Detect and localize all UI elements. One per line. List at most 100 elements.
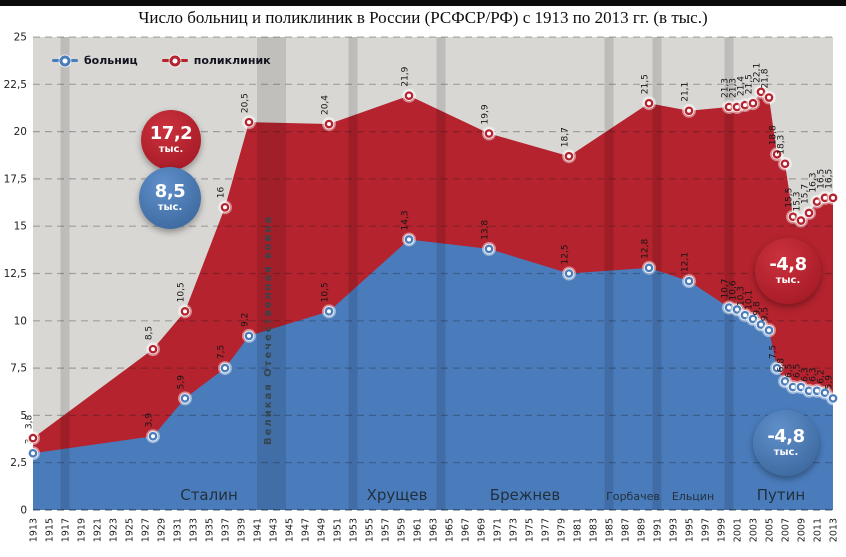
legend-label: больниц [84,54,138,67]
legend-item-polyclinics: поликлиник [161,54,271,67]
x-tick-label: 2009 [797,518,808,542]
point-label: 10,5 [177,282,187,302]
x-tick-label: 1969 [477,518,488,542]
data-point-center [487,131,491,136]
point-label: 6,3 [809,367,819,381]
callout-value: -4,8 [767,426,805,447]
point-label: 3,9 [145,413,155,428]
data-point-center [775,152,779,157]
x-tick-label: 1939 [237,518,248,542]
x-tick-label: 1999 [717,518,728,542]
legend-dot-icon [59,55,71,66]
x-tick-label: 2007 [781,518,792,542]
data-point-center [807,210,811,215]
point-label: 3,8 [25,415,35,430]
point-label: 21,9 [401,66,411,86]
data-point-center [759,89,763,94]
data-point-center [799,218,803,223]
x-tick-label: 2013 [829,518,840,542]
point-label: 10,6 [729,280,739,300]
point-label: 21,4 [737,76,747,96]
legend: больниц поликлиник [52,54,271,67]
point-label: 16 [217,187,227,199]
callout-value: -4,8 [769,254,807,275]
point-label: 15,5 [785,188,795,208]
data-point-center [823,390,827,395]
callout-unit: тыс. [157,202,183,213]
data-point-center [183,309,187,314]
era-label: Сталин [180,486,238,504]
x-tick-label: 1991 [653,518,664,542]
x-tick-label: 1977 [541,518,552,542]
x-tick-label: 1917 [61,518,72,542]
callout-unit: тыс. [158,144,184,155]
top-border-bar [0,0,846,6]
point-label: 6,3 [801,367,811,381]
data-point-center [487,246,491,251]
x-tick-label: 1957 [381,518,392,542]
x-tick-label: 1933 [189,518,200,542]
data-point-center [647,265,651,270]
data-point-center [247,333,251,338]
era-label: Ельцин [672,490,714,503]
point-label: 10,7 [721,279,731,299]
x-tick-label: 2005 [765,518,776,542]
data-point-center [407,93,411,98]
point-label: 9,5 [761,307,771,321]
era-label: Горбачев [606,490,660,503]
point-label: 19,9 [481,104,491,124]
point-label: 6,8 [777,358,787,373]
x-tick-label: 1955 [365,518,376,542]
y-tick-label: 22,5 [4,79,27,91]
data-point-center [407,237,411,242]
data-point-center [767,328,771,333]
data-point-center [223,205,227,210]
x-tick-label: 1979 [557,518,568,542]
y-tick-label: 25 [14,32,27,44]
legend-dot-icon [169,55,181,66]
x-tick-label: 2001 [733,518,744,542]
y-tick-label: 0 [20,505,27,517]
x-tick-label: 2011 [813,518,824,542]
data-point-center [799,385,803,390]
x-tick-label: 1981 [573,518,584,542]
data-point-center [151,347,155,352]
callout-circle-red: -4,8 тыс. [755,238,821,304]
point-label: 14,3 [401,210,411,230]
x-tick-label: 1913 [29,518,40,542]
point-label: 6,2 [817,369,827,383]
y-tick-label: 10 [14,315,27,327]
x-tick-label: 1915 [45,518,56,542]
x-tick-label: 1959 [397,518,408,542]
x-tick-label: 2003 [749,518,760,542]
x-tick-label: 1983 [589,518,600,542]
data-point-center [31,451,35,456]
point-label: 18,7 [561,127,571,147]
x-tick-label: 1949 [317,518,328,542]
x-tick-label: 1989 [637,518,648,542]
point-label: 21,5 [745,74,755,94]
x-tick-label: 1921 [93,518,104,542]
x-tick-label: 1935 [205,518,216,542]
point-label: 15,7 [801,184,811,204]
point-label: 9,8 [753,301,763,316]
x-tick-label: 1973 [509,518,520,542]
point-label: 16,5 [825,169,835,189]
era-label: Хрущев [367,486,428,504]
x-tick-label: 1963 [429,518,440,542]
data-point-center [791,385,795,390]
point-label: 12,5 [561,244,571,264]
data-point-center [807,388,811,393]
y-tick-label: 17,5 [4,173,27,185]
y-tick-label: 7,5 [10,363,27,375]
point-label: 12,8 [641,239,651,259]
data-point-center [831,396,835,401]
x-tick-label: 1919 [77,518,88,542]
x-tick-label: 1997 [701,518,712,542]
x-tick-label: 1943 [269,518,280,542]
data-point-center [815,388,819,393]
era-boundary-band [652,37,662,510]
point-label: 21,5 [641,74,651,94]
point-label: 21,8 [761,68,771,88]
